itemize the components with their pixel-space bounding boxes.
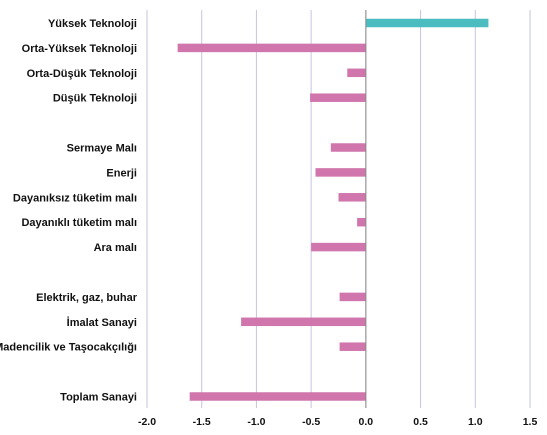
x-tick-label: 0.0: [359, 416, 374, 428]
x-tick-label: -1.5: [193, 416, 211, 428]
bar: [357, 217, 366, 227]
bar: [330, 143, 366, 152]
x-tick-label: 1.0: [468, 416, 483, 428]
category-label: Orta-Yüksek Teknoloji: [22, 43, 137, 55]
bar: [310, 93, 366, 102]
category-label: Enerji: [106, 167, 137, 179]
bar: [338, 193, 366, 202]
x-tick-label: -0.5: [302, 416, 320, 428]
bar: [189, 392, 366, 401]
bar: [365, 18, 489, 28]
category-label: Ara malı: [94, 242, 137, 254]
category-label: Dayanıklı tüketim malı: [21, 217, 137, 229]
gridlines: [146, 10, 531, 408]
bar: [315, 168, 366, 177]
category-label: Orta-Düşük Teknoloji: [27, 68, 137, 80]
category-label: Yüksek Teknoloji: [48, 18, 137, 30]
bars: [177, 18, 489, 401]
bar: [177, 43, 366, 53]
bar: [339, 342, 366, 351]
category-label: Elektrik, gaz, buhar: [36, 292, 138, 304]
category-label: Madencilik ve Taşocakçılığı: [0, 342, 137, 354]
bar: [241, 317, 366, 327]
category-label: Sermaye Malı: [67, 143, 137, 155]
x-tick-label: 1.5: [523, 416, 538, 428]
x-tick-label: -2.0: [138, 416, 156, 428]
category-label: Dayanıksız tüketim malı: [13, 192, 137, 204]
bar: [311, 242, 366, 252]
x-tick-labels: -2.0 -1.5 -1.0 -0.5 0.0 0.5 1.0 1.5: [138, 416, 537, 428]
category-label: Toplam Sanayi: [60, 392, 137, 404]
x-tick-label: 0.5: [413, 416, 428, 428]
bar: [339, 292, 366, 302]
category-label: İmalat Sanayi: [67, 316, 137, 329]
bar: [347, 68, 366, 78]
category-labels: Yüksek Teknoloji Orta-Yüksek Teknoloji Ort…: [0, 18, 138, 404]
x-tick-label: -1.0: [247, 416, 265, 428]
category-label: Düşük Teknoloji: [53, 93, 137, 105]
